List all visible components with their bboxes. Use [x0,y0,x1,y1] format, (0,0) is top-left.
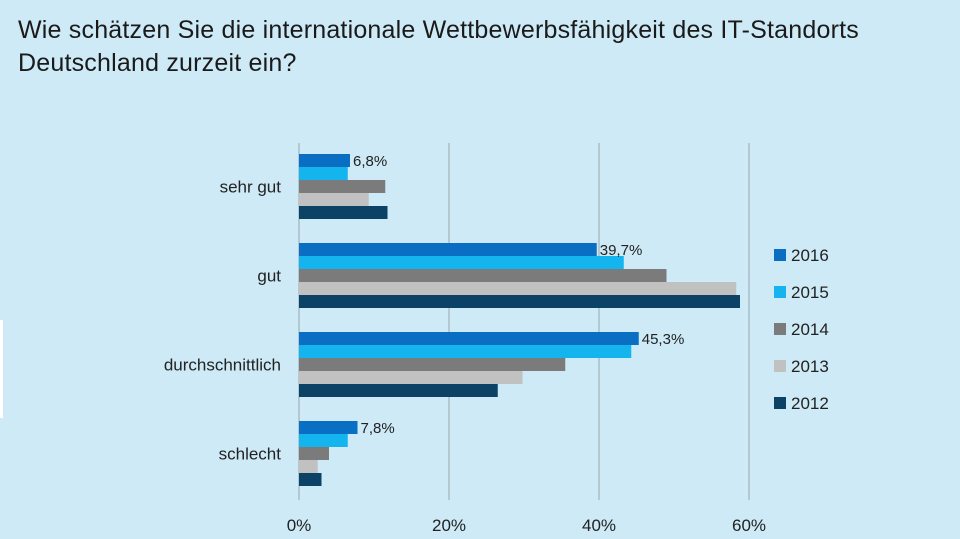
left-edge-strip [0,320,3,418]
x-tick-label: 60% [732,516,766,535]
bar-2015-schlecht [299,434,348,447]
bar-2012-schlecht [299,473,322,486]
bar-2015-gut [299,256,624,269]
bar-2013-gut [299,282,737,295]
legend-label: 2015 [791,283,829,302]
bar-2016-schlecht [299,421,358,434]
legend-label: 2012 [791,394,829,413]
bar-2012-sehr-gut [299,206,388,219]
legend-swatch-2014 [774,323,786,335]
bar-2015-sehr-gut [299,167,348,180]
legend-label: 2016 [791,246,829,265]
legend-swatch-2012 [774,397,786,409]
category-label: gut [257,267,281,286]
bar-2012-gut [299,295,740,308]
bar-2015-durchschnittlich [299,345,632,358]
bar-2013-schlecht [299,460,318,473]
x-tick-label: 40% [582,516,616,535]
bar-2016-sehr-gut [299,154,350,167]
x-tick-label: 20% [432,516,466,535]
x-tick-label: 0% [287,516,312,535]
legend-swatch-2015 [774,286,786,298]
bar-2013-durchschnittlich [299,371,523,384]
category-label: durchschnittlich [164,356,281,375]
category-label: schlecht [219,445,282,464]
data-label: 45,3% [642,331,685,348]
bar-2014-sehr-gut [299,180,386,193]
bar-2014-gut [299,269,667,282]
chart-title: Wie schätzen Sie die internationale Wett… [18,16,859,77]
bar-2016-gut [299,243,597,256]
bar-2014-schlecht [299,447,329,460]
legend-label: 2013 [791,357,829,376]
bar-2012-durchschnittlich [299,384,498,397]
bar-2016-durchschnittlich [299,332,639,345]
category-label: sehr gut [220,178,282,197]
legend-swatch-2013 [774,360,786,372]
bar-2013-sehr-gut [299,193,369,206]
bar-2014-durchschnittlich [299,358,566,371]
data-label: 7,8% [361,420,395,437]
legend-swatch-2016 [774,249,786,261]
data-label: 39,7% [600,242,643,259]
legend-label: 2014 [791,320,829,339]
data-label: 6,8% [353,153,387,170]
